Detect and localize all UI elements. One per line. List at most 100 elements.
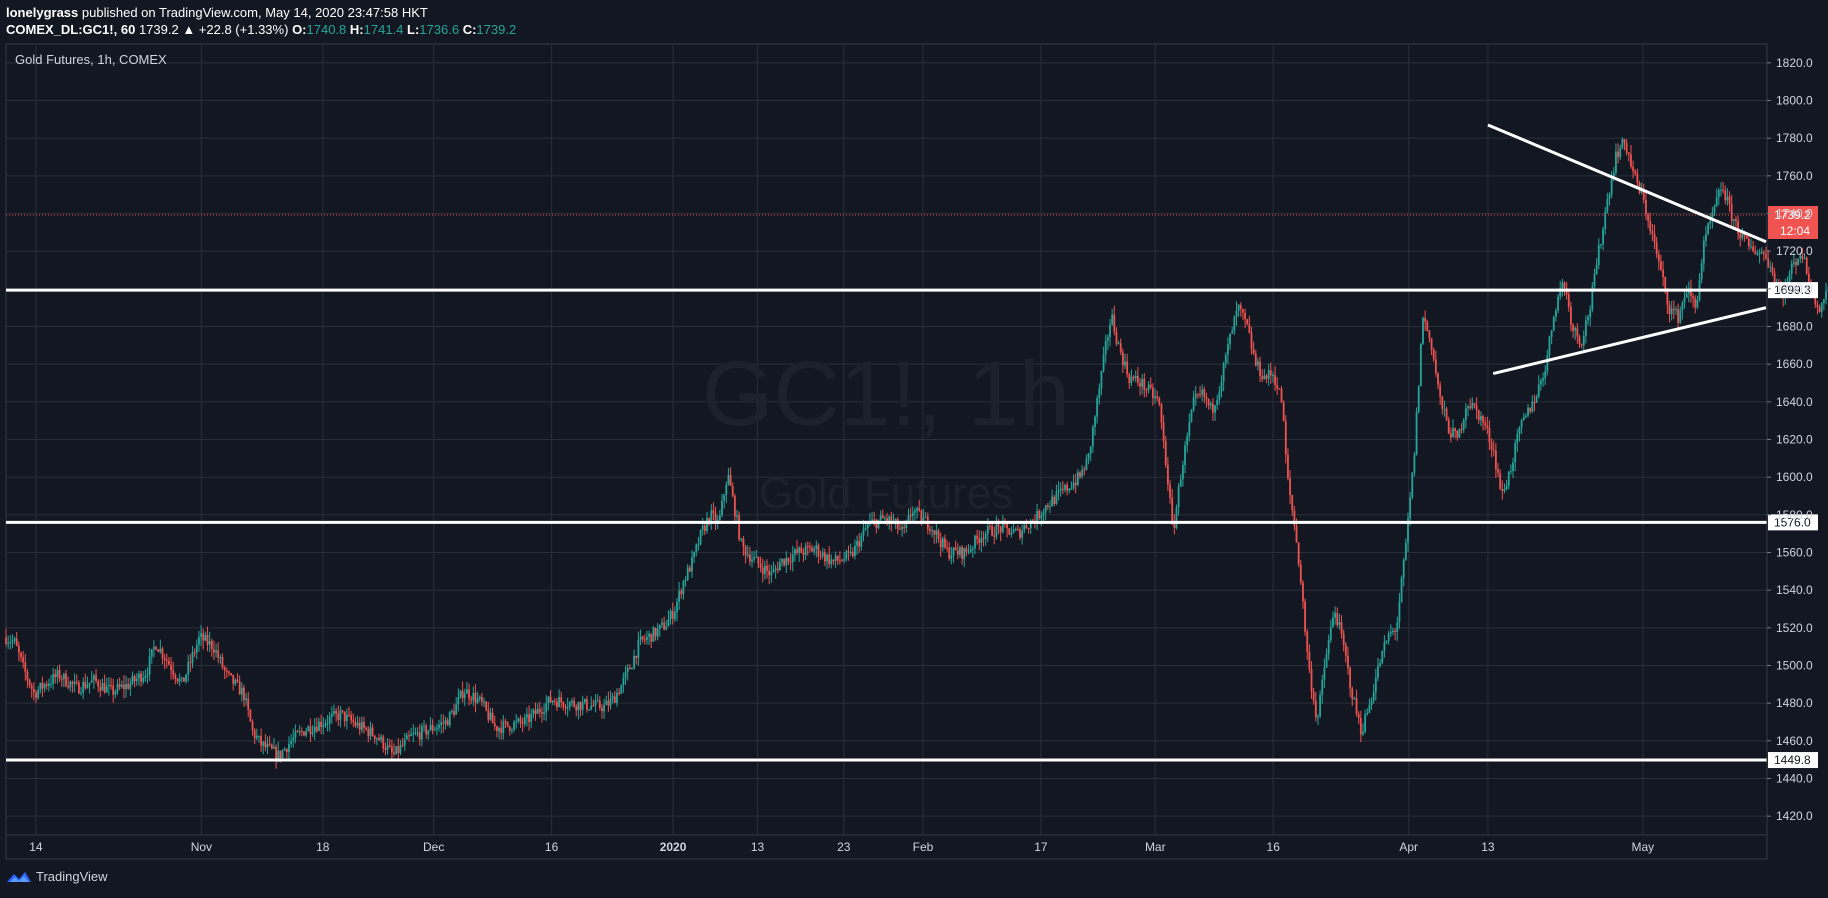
candle-body [714,513,717,524]
candle-body [1518,427,1521,434]
candle-body [941,538,944,548]
candle-body [971,548,974,550]
author-name[interactable]: lonelygrass [6,5,79,20]
candle-body [461,690,464,699]
candle-body [1820,303,1823,313]
candle-body [77,682,80,694]
candle-body [549,696,552,703]
time-tick-label: Dec [423,840,444,854]
candle-body [1404,542,1407,561]
tradingview-logo-icon[interactable] [6,870,32,884]
candle-body [1623,139,1626,143]
candle-body [997,524,1000,527]
candle-body [1389,632,1392,634]
candle-body [193,652,196,654]
candle-body [864,528,867,530]
chart-pane[interactable] [5,43,1768,860]
candle-body [47,683,50,686]
candle-body [1280,388,1283,403]
candle-body [474,692,477,703]
candle-body [240,687,243,695]
candle-body [699,529,702,545]
drawings[interactable]: 1699.3 1576.0 1449.8 1739.2 12:04 [6,123,1818,769]
candle-body [1615,151,1617,173]
candle-body [1475,405,1478,410]
price-axis[interactable]: 1420.0 1440.0 1460.0 1480.0 1500.0 1520.0 1540… [1766,44,1813,859]
candle-body [1484,422,1487,426]
candle-body [496,726,498,732]
candle-body [1209,403,1212,406]
candle-body [1681,302,1684,311]
candle-body [13,638,16,641]
candle-body [1752,246,1755,252]
candle-body [564,706,567,709]
candle-body [1100,370,1103,389]
time-axis[interactable]: 14 Nov 18 Dec 16 2020 13 23 Feb 17 Mar 16 Apr 13 May [6,834,1767,854]
candle-body [1016,529,1019,531]
candle-body [1769,266,1772,268]
candle-body [1724,190,1727,201]
candle-body [292,737,295,741]
trend-line-upper[interactable] [1487,123,1767,244]
candle-body [742,538,745,547]
candle-body [1237,305,1240,311]
horizontal-level-tag [1768,514,1818,531]
candle-body [566,706,569,709]
candle-body [658,624,661,629]
candle-body [32,689,35,693]
candle-body [1801,255,1804,259]
candle-body [1797,258,1800,266]
candle-body [1199,394,1201,396]
candle-body [125,683,127,690]
candle-body [1175,507,1178,528]
candle-body [834,555,837,561]
candle-body [408,735,410,737]
candle-body [1329,627,1332,641]
candle-body [367,729,370,737]
footer-brand[interactable]: TradingView [36,869,108,884]
candle-body [1304,601,1306,632]
candle-body [963,548,966,559]
candle-body [1636,173,1639,183]
candle-body [768,570,771,576]
candle-body [1287,454,1289,479]
candle-body [101,683,104,691]
candle-body [688,567,691,572]
candle-body [112,685,115,695]
candle-body [819,556,822,558]
candle-body [1106,337,1109,342]
candle-body [285,748,288,753]
candle-body [341,710,344,712]
candle-body [157,649,160,652]
candle-body [836,555,839,561]
candle-body [1460,429,1463,431]
horizontal-level-tag [1768,752,1818,769]
candle-body [225,670,228,672]
candle-body [862,529,865,536]
candle-body [1019,529,1021,538]
candle-body [937,530,940,540]
candle-body [1351,688,1354,700]
candle-body [176,678,179,682]
candle-body [457,696,460,705]
candle-body [1582,335,1585,346]
candle-body [326,723,329,725]
candle-body [961,547,963,559]
candle-body [210,640,213,650]
candle-body [534,709,537,714]
candle-body [526,714,528,718]
candle-body [378,738,380,741]
candle-body [1522,417,1525,421]
candle-body [1302,582,1304,602]
candle-body [624,672,627,678]
candle-body [339,710,342,720]
candle-body [886,518,888,522]
candle-body [536,708,539,714]
candle-body [669,610,672,620]
candle-body [221,657,224,668]
candle-body [1462,420,1465,430]
candle-body [590,705,593,710]
candle-body [1194,394,1197,398]
trend-line-lower[interactable] [1492,306,1767,376]
